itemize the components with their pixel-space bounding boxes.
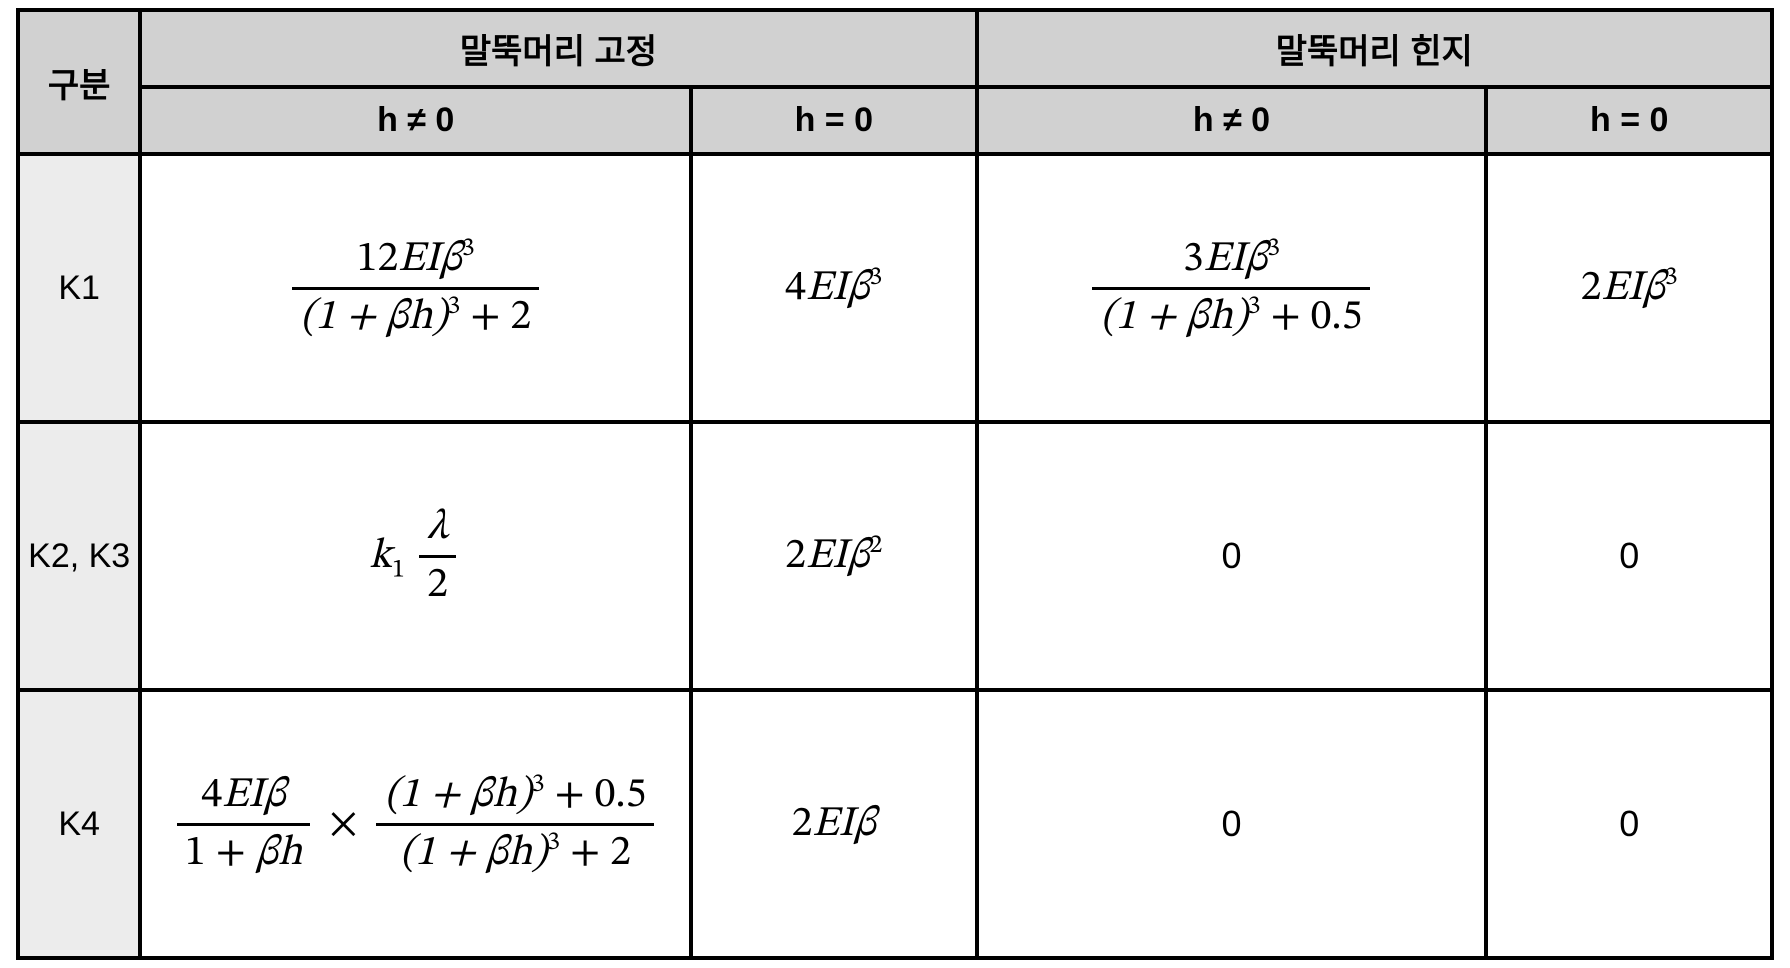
cell-k1-fixed-heq0: 4EIβ3 <box>691 154 977 422</box>
mono-sym: EIβ <box>806 535 870 577</box>
cell-k4-fixed-heq0: 2EIβ <box>691 690 977 958</box>
cell-k1-hinge-hne0: 3EIβ3 (1 + βh)3 + 0.5 <box>977 154 1487 422</box>
mono-exp: 3 <box>1665 265 1678 291</box>
k1-k: k <box>369 535 392 577</box>
cell-k4-fixed-hne0: 4EIβ 1 + βh × (1 + βh)3 + 0.5 <box>140 690 691 958</box>
cell-k4-hinge-hne0: 0 <box>977 690 1487 958</box>
mono-coef: 4 <box>785 267 806 309</box>
left-den-pre: 1 + <box>185 832 256 874</box>
num-coef: 12 <box>357 238 399 280</box>
mono-sym: EIβ <box>806 267 870 309</box>
header-row-1: 구분 말뚝머리 고정 말뚝머리 힌지 <box>18 10 1772 87</box>
mono-exp: 2 <box>870 533 883 559</box>
num-coef: 3 <box>1183 238 1204 280</box>
left-num-sym: EIβ <box>222 774 286 816</box>
table-wrapper: 구분 말뚝머리 고정 말뚝머리 힌지 h ≠ 0 h = 0 h ≠ 0 h =… <box>8 0 1782 968</box>
cell-k2k3-hinge-hne0: 0 <box>977 422 1487 690</box>
den-add: + 0.5 <box>1261 296 1363 338</box>
table-row: K1 12EIβ3 (1 + βh)3 + 2 <box>18 154 1772 422</box>
num-sym: EIβ <box>1204 238 1268 280</box>
cell-k2k3-fixed-heq0: 2EIβ2 <box>691 422 977 690</box>
mono-sym: EIβ <box>812 803 876 845</box>
cell-k1-fixed-hne0: 12EIβ3 (1 + βh)3 + 2 <box>140 154 691 422</box>
zero-value: 0 <box>1221 803 1241 844</box>
den-exp: 3 <box>1248 294 1261 320</box>
zero-value: 0 <box>1221 535 1241 576</box>
cell-k2k3-hinge-heq0: 0 <box>1486 422 1772 690</box>
stiffness-coefficients-table: 구분 말뚝머리 고정 말뚝머리 힌지 h ≠ 0 h = 0 h ≠ 0 h =… <box>16 8 1774 960</box>
header-group-fixed: 말뚝머리 고정 <box>140 10 976 87</box>
header-row-2: h ≠ 0 h = 0 h ≠ 0 h = 0 <box>18 87 1772 154</box>
row-label-k4: K4 <box>18 690 140 958</box>
den-base: (1 + βh) <box>300 296 447 338</box>
left-num-coef: 4 <box>201 774 222 816</box>
right-den-base: (1 + βh) <box>400 832 547 874</box>
mono-coef: 2 <box>1581 267 1602 309</box>
num-exp: 3 <box>1267 236 1280 262</box>
right-num-add: + 0.5 <box>545 774 647 816</box>
num-exp: 3 <box>462 236 475 262</box>
left-den-sym: βh <box>256 832 303 874</box>
mono-sym: EIβ <box>1601 267 1665 309</box>
mono-exp: 3 <box>870 265 883 291</box>
header-fixed-h-ne-0: h ≠ 0 <box>140 87 691 154</box>
header-corner: 구분 <box>18 10 140 154</box>
table-row: K4 4EIβ 1 + βh × <box>18 690 1772 958</box>
right-den-add: + 2 <box>560 832 631 874</box>
num-sym: EIβ <box>398 238 462 280</box>
right-den-exp: 3 <box>547 830 560 856</box>
den-add: + 2 <box>460 296 531 338</box>
lambda-den: 2 <box>427 564 448 606</box>
header-hinge-h-eq-0: h = 0 <box>1486 87 1772 154</box>
header-group-hinge: 말뚝머리 힌지 <box>977 10 1772 87</box>
right-num-exp: 3 <box>532 772 545 798</box>
header-hinge-h-ne-0: h ≠ 0 <box>977 87 1487 154</box>
mono-coef: 2 <box>785 535 806 577</box>
k1-sub: 1 <box>392 557 405 583</box>
row-label-k1: K1 <box>18 154 140 422</box>
cell-k2k3-fixed-hne0: k1 λ 2 <box>140 422 691 690</box>
header-fixed-h-eq-0: h = 0 <box>691 87 977 154</box>
zero-value: 0 <box>1619 803 1639 844</box>
table-row: K2, K3 k1 λ 2 2EI <box>18 422 1772 690</box>
den-exp: 3 <box>447 294 460 320</box>
den-base: (1 + βh) <box>1100 296 1247 338</box>
mono-coef: 2 <box>792 803 813 845</box>
right-num-base: (1 + βh) <box>384 774 531 816</box>
cell-k1-hinge-heq0: 2EIβ3 <box>1486 154 1772 422</box>
cell-k4-hinge-heq0: 0 <box>1486 690 1772 958</box>
row-label-k2k3: K2, K3 <box>18 422 140 690</box>
multiply-sign: × <box>324 801 362 847</box>
lambda-num: λ <box>427 506 448 548</box>
zero-value: 0 <box>1619 535 1639 576</box>
